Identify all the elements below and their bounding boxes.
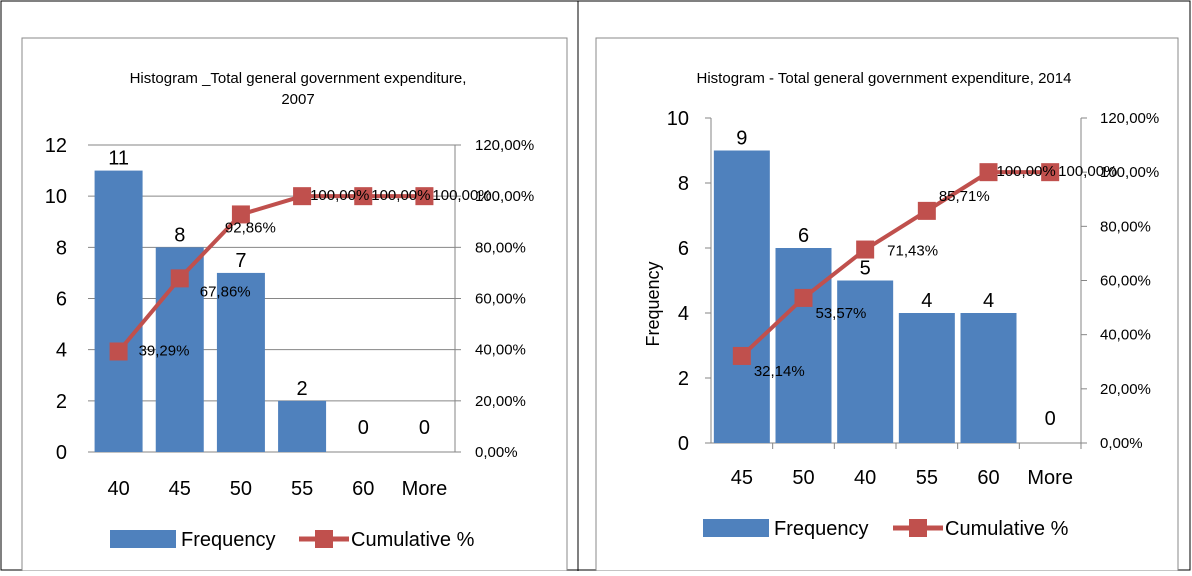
y2-tick-label: 60,00% — [475, 291, 526, 308]
bar-value-label: 7 — [235, 250, 246, 272]
cumulative-value-label: 92,86% — [225, 219, 276, 236]
bar-value-label: 4 — [983, 290, 994, 312]
legend-cumulative-marker — [315, 530, 333, 548]
y-tick-label: 0 — [678, 433, 689, 455]
bar-value-label: 8 — [174, 224, 185, 246]
legend-cumulative-label: Cumulative % — [945, 518, 1069, 540]
y-tick-label: 2 — [678, 368, 689, 390]
cumulative-marker — [795, 289, 813, 307]
y-tick-label: 6 — [56, 289, 67, 311]
bar-55 — [899, 313, 955, 443]
cumulative-marker — [856, 241, 874, 259]
bar-value-label: 9 — [736, 128, 747, 150]
bar-value-label: 4 — [921, 290, 932, 312]
cumulative-value-label: 71,43% — [887, 243, 938, 260]
legend-cumulative-marker — [909, 519, 927, 537]
cumulative-value-label: 100,00% — [997, 163, 1056, 180]
y-tick-label: 12 — [45, 135, 67, 157]
cumulative-value-label: 85,71% — [939, 188, 990, 205]
y2-tick-label: 0,00% — [475, 444, 518, 461]
bar-value-label: 0 — [1045, 408, 1056, 430]
y2-tick-label: 20,00% — [475, 393, 526, 410]
y2-tick-label: 80,00% — [1100, 218, 1151, 235]
bar-value-label: 2 — [297, 378, 308, 400]
y-tick-label: 4 — [56, 340, 67, 362]
cumulative-value-label: 100,00% — [310, 187, 369, 204]
x-tick-label: More — [1027, 467, 1073, 489]
chart-title-2007: Histogram _Total general government expe… — [130, 70, 467, 87]
x-tick-label: More — [402, 478, 448, 500]
y2-tick-label: 40,00% — [475, 342, 526, 359]
bar-45 — [714, 151, 770, 444]
cumulative-value-label: 100,00% — [371, 187, 430, 204]
y-tick-label: 8 — [678, 173, 689, 195]
y2-tick-label: 60,00% — [1100, 273, 1151, 290]
y-tick-label: 4 — [678, 303, 689, 325]
y-tick-label: 10 — [45, 186, 67, 208]
y2-tick-label: 120,00% — [1100, 110, 1159, 127]
x-tick-label: 60 — [977, 467, 999, 489]
cumulative-value-label: 67,86% — [200, 283, 251, 300]
y2-tick-label: 20,00% — [1100, 381, 1151, 398]
x-tick-label: 40 — [854, 467, 876, 489]
y2-tick-label: 120,00% — [475, 137, 534, 154]
cumulative-value-label: 53,57% — [816, 305, 867, 322]
x-tick-label: 60 — [352, 478, 374, 500]
cumulative-value-label: 39,29% — [139, 342, 190, 359]
chart-title-2014: Histogram - Total general government exp… — [697, 70, 1072, 87]
x-tick-label: 40 — [107, 478, 129, 500]
x-tick-label: 50 — [230, 478, 252, 500]
y2-tick-label: 80,00% — [475, 239, 526, 256]
cumulative-marker — [110, 342, 128, 360]
chart-subtitle-2007: 2007 — [281, 91, 314, 108]
bar-value-label: 6 — [798, 225, 809, 247]
y-tick-label: 2 — [56, 391, 67, 413]
y-tick-label: 8 — [56, 237, 67, 259]
bar-40 — [95, 171, 143, 452]
x-tick-label: 50 — [792, 467, 814, 489]
legend-frequency-label: Frequency — [181, 529, 276, 551]
cumulative-marker — [980, 163, 998, 181]
x-tick-label: 45 — [169, 478, 191, 500]
legend-cumulative-label: Cumulative % — [351, 529, 475, 551]
legend-frequency-swatch — [110, 530, 176, 548]
cumulative-marker — [733, 347, 751, 365]
y-tick-label: 10 — [667, 108, 689, 130]
cumulative-value-label: 32,14% — [754, 363, 805, 380]
y2-tick-label: 0,00% — [1100, 435, 1143, 452]
x-tick-label: 55 — [291, 478, 313, 500]
bar-55 — [278, 401, 326, 452]
y-axis-label-2014: Frequency — [643, 261, 663, 346]
bar-value-label: 0 — [358, 417, 369, 439]
bar-60 — [961, 313, 1017, 443]
legend-frequency-label: Frequency — [774, 518, 869, 540]
cumulative-value-label: 100,00% — [432, 187, 491, 204]
bar-value-label: 11 — [108, 148, 129, 170]
legend-frequency-swatch — [703, 519, 769, 537]
bar-value-label: 5 — [860, 258, 871, 280]
cumulative-marker — [171, 269, 189, 287]
x-tick-label: 55 — [916, 467, 938, 489]
cumulative-marker — [918, 202, 936, 220]
y-tick-label: 0 — [56, 442, 67, 464]
cumulative-marker — [293, 187, 311, 205]
bar-50 — [776, 248, 832, 443]
cumulative-value-label: 100,00% — [1058, 163, 1117, 180]
x-tick-label: 45 — [731, 467, 753, 489]
y-tick-label: 6 — [678, 238, 689, 260]
bar-value-label: 0 — [419, 417, 430, 439]
y2-tick-label: 40,00% — [1100, 327, 1151, 344]
